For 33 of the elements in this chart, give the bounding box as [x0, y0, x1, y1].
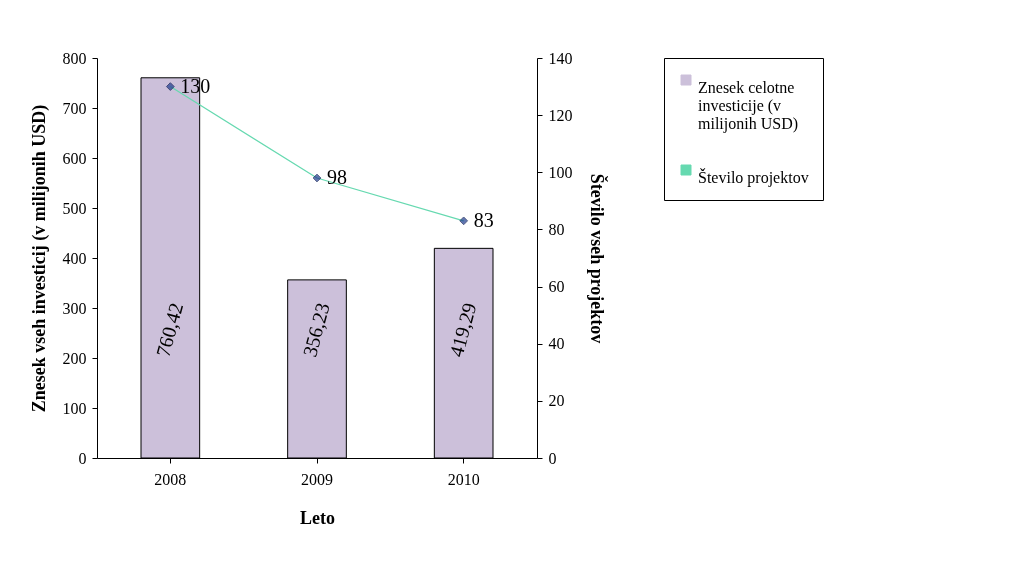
point: [312, 173, 322, 183]
x-tick-label: 2008: [154, 470, 187, 488]
data-label: 98: [327, 166, 347, 188]
legend-label: Število projektov: [698, 168, 809, 187]
y-axis-title: Znesek vseh investicij (v milijonih USD): [28, 104, 50, 413]
y2-tick-label: 40: [548, 335, 565, 353]
y2-tick-label: 20: [548, 392, 565, 410]
point: [459, 216, 469, 226]
y2-tick-label: 80: [548, 220, 565, 238]
x-tick-label: 2010: [447, 470, 480, 488]
y2-axis-title: Število vseh projektov: [586, 173, 608, 344]
y-tick-label: 100: [62, 399, 87, 417]
y-tick-label: 300: [62, 299, 87, 317]
data-label: 83: [473, 208, 494, 231]
y-tick-label: 700: [62, 99, 87, 117]
y-tick-label: 600: [62, 149, 87, 167]
y2-tick-label: 100: [548, 163, 573, 181]
y2-tick-label: 140: [548, 49, 573, 67]
data-label: 419,29: [444, 300, 481, 360]
data-label: 760,42: [151, 300, 188, 360]
data-label: 356,23: [298, 300, 334, 360]
y-tick-label: 0: [78, 449, 87, 467]
y2-tick-label: 120: [548, 106, 573, 124]
y2-tick-label: 0: [548, 449, 557, 467]
point: [165, 82, 175, 91]
y-tick-label: 500: [62, 199, 87, 217]
y-tick-label: 800: [62, 49, 87, 67]
x-tick-label: 2009: [301, 470, 333, 488]
y-tick-label: 200: [62, 349, 87, 367]
y-tick-label: 400: [62, 249, 87, 267]
legend-label: Znesek celotne investicije (v milijonih USD): [698, 79, 799, 133]
x-axis-title: Leto: [300, 507, 335, 528]
y2-tick-label: 60: [548, 278, 565, 296]
